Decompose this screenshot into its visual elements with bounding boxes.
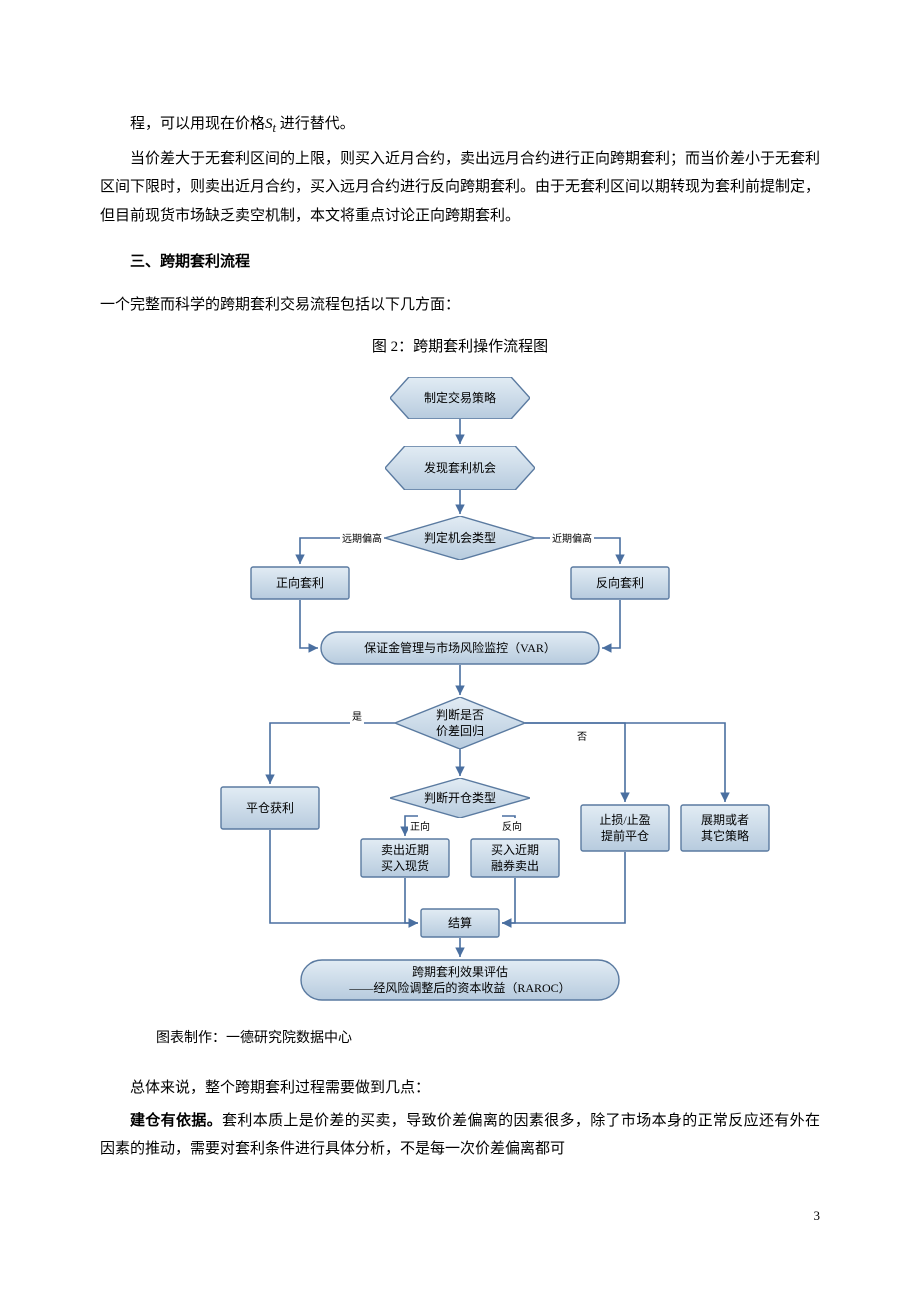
heading-3: 三、跨期套利流程 bbox=[100, 248, 820, 277]
flow-node-n1: 制定交易策略 bbox=[390, 377, 530, 419]
para-5: 建仓有依据。套利本质上是价差的买卖，导致价差偏离的因素很多，除了市场本身的正常反… bbox=[100, 1107, 820, 1164]
edge-label-l_yes: 是 bbox=[350, 708, 364, 727]
page-number: 3 bbox=[100, 1204, 820, 1229]
flow-node-n3: 判定机会类型 bbox=[385, 516, 535, 560]
flow-node-n7: 判断是否 价差回归 bbox=[395, 697, 525, 749]
flow-node-n4: 正向套利 bbox=[250, 566, 350, 600]
flow-node-n2: 发现套利机会 bbox=[385, 446, 535, 490]
edge-label-l_near: 近期偏高 bbox=[550, 530, 594, 549]
para-3: 一个完整而科学的跨期套利交易流程包括以下几方面： bbox=[100, 291, 820, 320]
edge-label-l_no: 否 bbox=[575, 728, 589, 747]
p1a: 程，可以用现在价格 bbox=[130, 116, 265, 132]
flow-node-n15: 跨期套利效果评估 ——经风险调整后的资本收益（RAROC） bbox=[300, 959, 620, 1001]
figure-caption: 图 2：跨期套利操作流程图 bbox=[100, 333, 820, 362]
flow-node-n5: 反向套利 bbox=[570, 566, 670, 600]
flow-node-n10: 卖出近期 买入现货 bbox=[360, 838, 450, 878]
flow-node-n6: 保证金管理与市场风险监控（VAR） bbox=[320, 631, 600, 665]
p1b: 进行替代。 bbox=[276, 116, 355, 132]
p5-bold: 建仓有依据。 bbox=[130, 1113, 222, 1129]
para-2: 当价差大于无套利区间的上限，则买入近月合约，卖出远月合约进行正向跨期套利；而当价… bbox=[100, 145, 820, 231]
flow-node-n14: 结算 bbox=[420, 908, 500, 938]
p1v: St bbox=[265, 116, 276, 132]
flow-node-n12: 止损/止盈 提前平仓 bbox=[580, 804, 670, 852]
flow-node-n11: 买入近期 融券卖出 bbox=[470, 838, 560, 878]
para-1: 程，可以用现在价格St 进行替代。 bbox=[100, 110, 820, 141]
figure-source: 图表制作：一德研究院数据中心 bbox=[100, 1026, 820, 1053]
flow-node-n9: 判断开仓类型 bbox=[390, 778, 530, 818]
edge-label-l_rev: 反向 bbox=[500, 818, 524, 837]
edge-label-l_fwd: 正向 bbox=[408, 818, 432, 837]
flowchart: 制定交易策略发现套利机会判定机会类型正向套利 反向套利保证金管理与市场风险监控（V… bbox=[180, 368, 740, 1008]
edge-label-l_far: 远期偏高 bbox=[340, 530, 384, 549]
flow-node-n13: 展期或者 其它策略 bbox=[680, 804, 770, 852]
flow-node-n8: 平仓获利 bbox=[220, 786, 320, 830]
para-4: 总体来说，整个跨期套利过程需要做到几点： bbox=[100, 1074, 820, 1103]
